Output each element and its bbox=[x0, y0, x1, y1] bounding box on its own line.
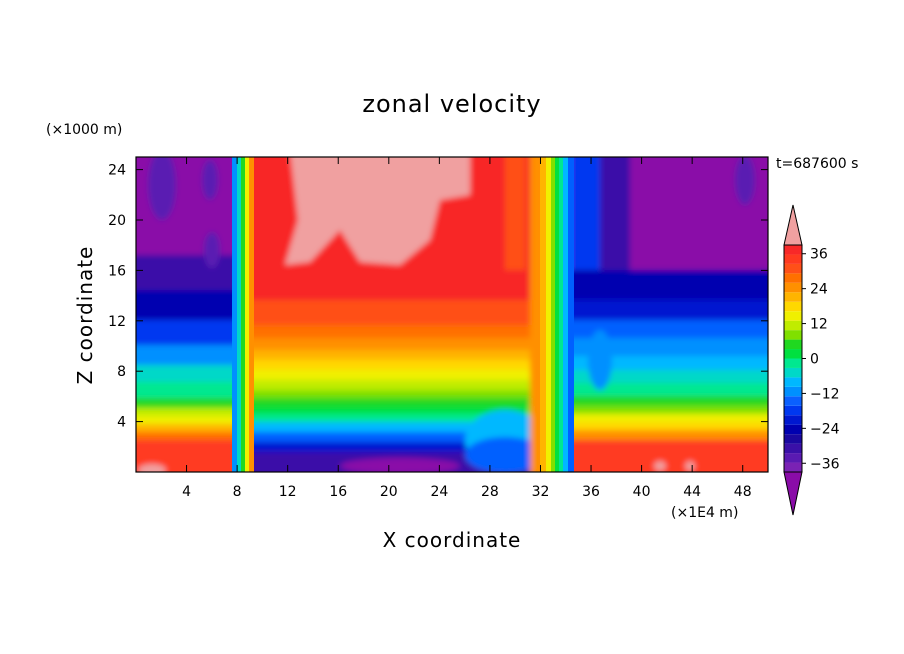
colorbar-label: 0 bbox=[810, 352, 819, 368]
y-tick-label: 20 bbox=[108, 213, 126, 229]
colorbar-swatch bbox=[784, 405, 802, 416]
colorbar-swatch bbox=[784, 339, 802, 350]
x-tick-label: 44 bbox=[683, 484, 701, 500]
colorbar-label: −36 bbox=[810, 456, 840, 472]
y-tick-label: 24 bbox=[108, 163, 126, 179]
x-tick-label: 16 bbox=[329, 484, 347, 500]
colorbar-swatch bbox=[784, 349, 802, 359]
colorbar-swatch bbox=[784, 453, 802, 463]
colorbar-swatch bbox=[784, 434, 802, 444]
x-tick-label: 40 bbox=[633, 484, 651, 500]
x-tick-label: 24 bbox=[430, 484, 448, 500]
x-tick-label: 32 bbox=[532, 484, 550, 500]
colorbar-swatch bbox=[784, 301, 802, 312]
colorbar-swatch bbox=[784, 254, 802, 264]
colorbar-swatch bbox=[784, 320, 802, 331]
y-axis-ticks: 4 8 12 16 20 24 bbox=[108, 163, 768, 431]
colorbar-bottom-arrow bbox=[783, 471, 803, 516]
x-tick-label: 20 bbox=[380, 484, 398, 500]
colorbar-swatch bbox=[784, 282, 802, 293]
colorbar-swatch bbox=[784, 386, 802, 397]
colorbar-swatch bbox=[784, 424, 802, 435]
colorbar-swatch bbox=[784, 245, 802, 255]
x-tick-label: 48 bbox=[734, 484, 752, 500]
colorbar: 36 24 12 0 −12 −24 −36 bbox=[783, 204, 840, 516]
x-tick-label: 8 bbox=[233, 484, 242, 500]
y-tick-label: 16 bbox=[108, 263, 126, 279]
x-tick-label: 12 bbox=[279, 484, 297, 500]
colorbar-swatch bbox=[784, 443, 802, 454]
colorbar-swatch bbox=[784, 292, 802, 302]
y-unit-label: (×1000 m) bbox=[46, 122, 122, 138]
colorbar-swatch bbox=[784, 377, 802, 387]
y-tick-label: 12 bbox=[108, 314, 126, 330]
y-axis-label: Z coordinate bbox=[73, 246, 97, 385]
x-tick-label: 4 bbox=[182, 484, 191, 500]
colorbar-swatch bbox=[784, 263, 802, 274]
colorbar-swatch bbox=[784, 415, 802, 425]
colorbar-label: −12 bbox=[810, 386, 840, 402]
colorbar-top-arrow bbox=[783, 204, 803, 246]
x-axis-ticks: 4 8 12 16 20 24 28 32 36 40 44 48 bbox=[182, 157, 752, 500]
y-tick-label: 4 bbox=[117, 415, 126, 431]
x-tick-label: 36 bbox=[582, 484, 600, 500]
colorbar-swatch bbox=[784, 273, 802, 283]
colorbar-swatch bbox=[784, 462, 802, 472]
colorbar-label: 36 bbox=[810, 247, 828, 263]
x-unit-label: (×1E4 m) bbox=[671, 505, 738, 521]
chart-title: zonal velocity bbox=[362, 90, 541, 118]
plot-frame bbox=[135, 156, 769, 473]
colorbar-swatch bbox=[784, 311, 802, 321]
colorbar-label: −24 bbox=[810, 421, 840, 437]
colorbar-swatch bbox=[784, 367, 802, 378]
colorbar-label: 12 bbox=[810, 317, 828, 333]
x-axis-label: X coordinate bbox=[383, 528, 522, 552]
colorbar-swatch bbox=[784, 358, 802, 368]
contour-field bbox=[136, 157, 768, 472]
colorbar-swatch bbox=[784, 396, 802, 406]
colorbar-label: 24 bbox=[810, 282, 828, 298]
x-tick-label: 28 bbox=[481, 484, 499, 500]
colorbar-swatch bbox=[784, 330, 802, 340]
time-label: t=687600 s bbox=[776, 156, 858, 172]
y-tick-label: 8 bbox=[117, 364, 126, 380]
